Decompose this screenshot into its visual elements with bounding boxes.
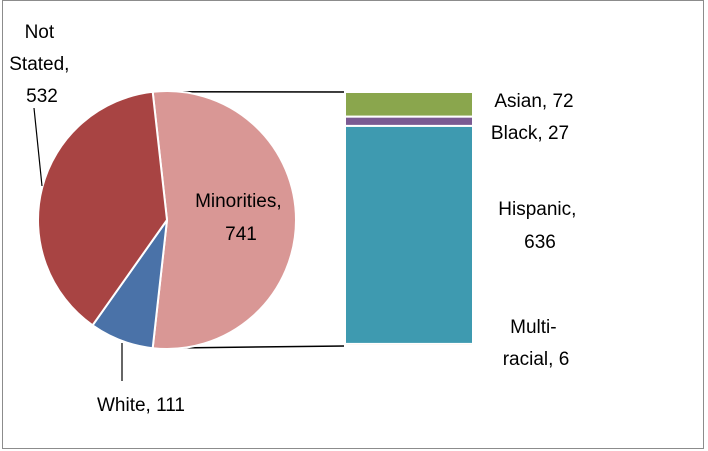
pie-slice-minorities bbox=[151, 90, 297, 350]
label-multiracial-line2: racial, 6 bbox=[503, 349, 570, 370]
leader-line-not-stated bbox=[33, 107, 43, 187]
label-not-stated-line1: Not bbox=[25, 22, 55, 43]
label-not-stated-line2: Stated, bbox=[9, 54, 69, 75]
label-hispanic-line1: Hispanic, bbox=[498, 199, 576, 220]
bar-segment-black bbox=[344, 115, 474, 127]
label-asian-line1: Asian, 72 bbox=[494, 91, 573, 112]
label-white-line1: White, 111 bbox=[97, 395, 185, 416]
stacked-bar bbox=[344, 91, 474, 348]
bar-segment-multi-racial bbox=[344, 342, 474, 348]
label-hispanic: Hispanic, 636 bbox=[498, 199, 581, 253]
label-white: White, 111 bbox=[97, 395, 185, 416]
label-asian: Asian, 72 bbox=[494, 91, 573, 112]
label-black: Black, 27 bbox=[491, 123, 569, 144]
label-hispanic-line2: 636 bbox=[524, 232, 556, 253]
pie-slice-not-stated bbox=[37, 90, 169, 327]
label-multiracial: Multi- racial, 6 bbox=[503, 317, 570, 370]
label-minorities-line1: Minorities, bbox=[195, 191, 282, 212]
bar-segment-asian bbox=[344, 91, 474, 118]
label-minorities-line2: 741 bbox=[225, 224, 257, 245]
label-not-stated: Not Stated, 532 bbox=[9, 22, 75, 107]
pie bbox=[37, 90, 297, 350]
label-minorities: Minorities, 741 bbox=[195, 191, 287, 245]
label-multiracial-line1: Multi- bbox=[510, 317, 556, 338]
label-not-stated-line3: 532 bbox=[26, 86, 58, 107]
bar-segment-hispanic bbox=[344, 124, 474, 345]
label-black-line1: Black, 27 bbox=[491, 123, 569, 144]
